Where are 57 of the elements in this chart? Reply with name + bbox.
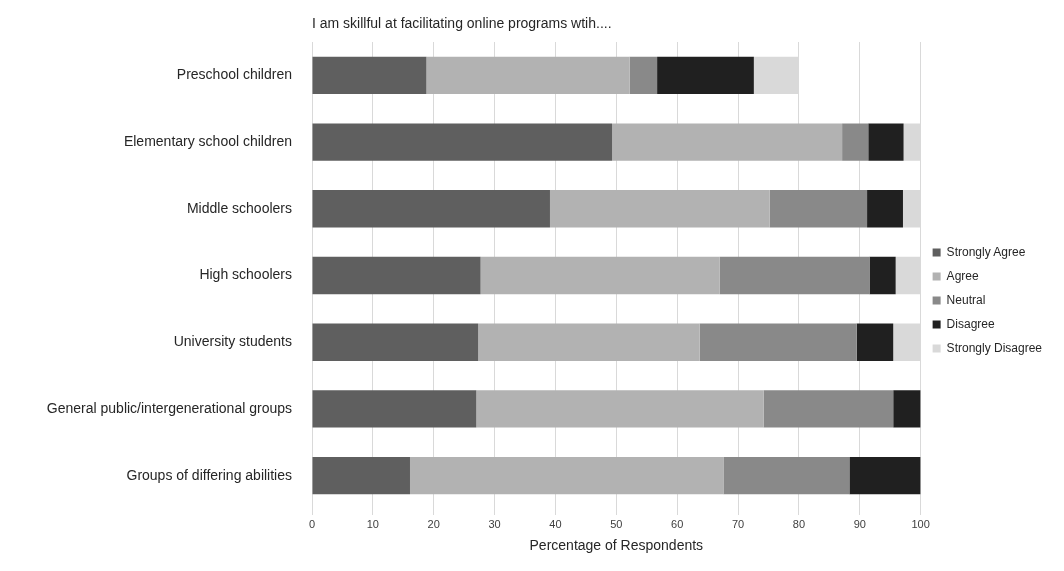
bar [903,123,921,161]
bar [869,256,896,295]
bar [476,390,764,428]
bar [478,323,700,361]
bar [312,323,479,361]
x-tick-label: 80 [792,517,806,530]
bar [902,190,921,228]
bar [763,390,894,428]
y-tick-label: Elementary school children [123,132,292,149]
y-tick-label: Preschool children [176,66,292,83]
x-tick-label: 40 [549,517,562,530]
legend-label: Strongly Disagree [946,340,1043,355]
bar [893,323,921,361]
bar [699,323,857,361]
x-tick-label: 0 [308,517,316,530]
x-tick-label: 20 [427,517,440,530]
legend-label: Neutral [946,292,986,307]
bar [842,123,869,161]
bar [312,456,410,495]
bar [657,56,754,95]
x-tick-label: 50 [610,517,623,530]
bar [312,256,481,295]
x-tick-label: 100 [911,517,930,530]
y-tick-label: High schoolers [199,266,292,283]
bar [409,456,724,495]
bar [719,256,870,295]
x-tick-label: 70 [731,517,745,530]
y-tick-label: Middle schoolers [186,199,292,216]
x-tick-label: 90 [853,517,866,530]
y-tick-label: Groups of differing abilities [126,466,292,483]
bar [312,390,477,428]
legend-label: Strongly Agree [946,244,1026,259]
bar [856,323,894,361]
bar [312,56,427,95]
x-tick-label: 30 [488,517,501,530]
legend-label: Disagree [946,316,995,331]
bar [426,56,630,95]
bar [312,123,613,161]
bar [868,123,904,161]
bar [849,456,921,495]
bar [612,123,843,161]
bar [312,190,550,228]
x-tick-label: 60 [671,517,684,530]
x-axis-title: Percentage of Respondents [529,537,704,554]
chart-title: I am skillful at facilitating online programs wtih.... [312,14,612,31]
bar [723,456,850,495]
bar [549,190,770,228]
bar [480,256,720,295]
bar [893,390,921,428]
legend-label: Agree [946,268,979,283]
x-tick-label: 10 [366,517,379,530]
bar [629,56,658,95]
bar [769,190,868,228]
y-tick-label: University students [173,333,292,350]
bar [867,190,903,228]
y-tick-label: General public/intergenerational groups [46,399,292,416]
bar [895,256,921,295]
